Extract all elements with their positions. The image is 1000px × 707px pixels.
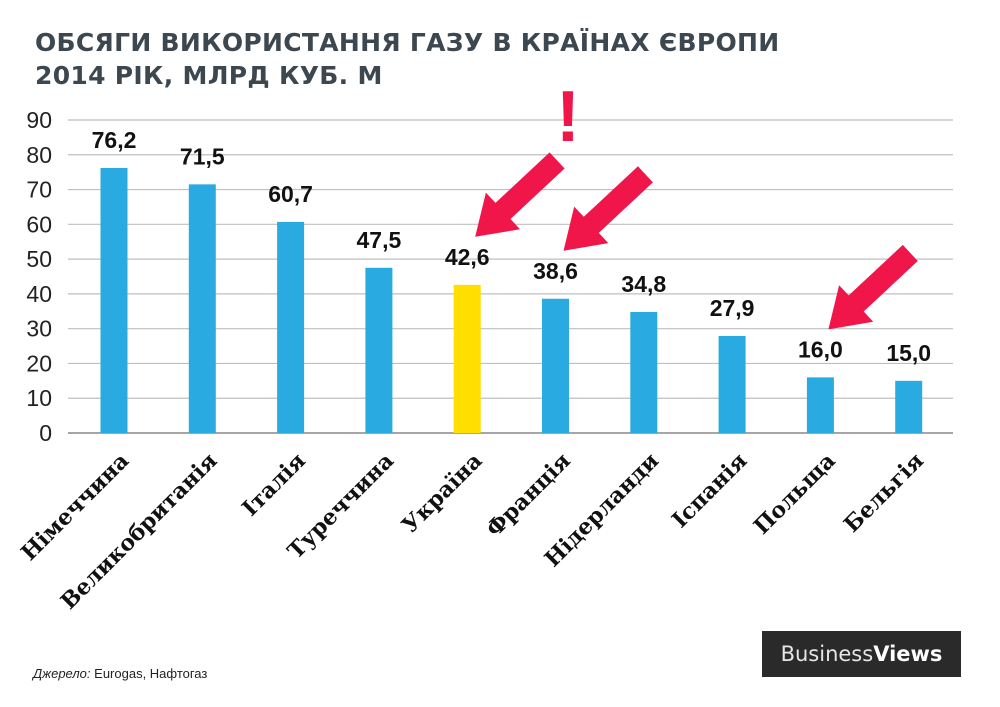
y-tick-label: 40 [26, 281, 52, 307]
value-labels: 76,2 71,5 60,7 47,5 42,6 38,6 34,8 27,9 16,0 15,0 [92, 127, 931, 366]
y-tick-label: 60 [26, 211, 52, 237]
logo-part-1: Business [780, 642, 874, 666]
bar [806, 377, 834, 433]
y-tick-label: 90 [26, 107, 52, 133]
category-label: Франція [481, 448, 575, 542]
category-label: Італія [237, 448, 311, 522]
bars [100, 167, 923, 433]
value-label: 34,8 [621, 271, 666, 297]
y-tick-label: 50 [26, 246, 52, 272]
bar [188, 184, 216, 433]
category-label: Великобританія [56, 448, 223, 615]
value-label: 16,0 [798, 336, 843, 362]
arrow-8 [828, 244, 918, 330]
y-axis-ticks: 0 10 20 30 40 50 60 70 80 90 [26, 107, 52, 446]
bar [542, 298, 569, 433]
logo-part-2: Views [873, 642, 943, 666]
arrows [475, 152, 918, 330]
value-label: 71,5 [180, 143, 225, 169]
category-label: Україна [397, 448, 488, 539]
arrow-5 [563, 166, 653, 251]
exclamation-mark: ! [556, 77, 580, 157]
arrow-4 [475, 152, 565, 237]
value-label: 76,2 [92, 127, 137, 153]
y-tick-label: 0 [39, 420, 52, 446]
value-label: 15,0 [886, 340, 931, 366]
title-line-2: 2014 РІК, МЛРД КУБ. М [35, 61, 383, 90]
title-line-1: ОБСЯГИ ВИКОРИСТАННЯ ГАЗУ В КРАЇНАХ ЄВРОП… [35, 28, 780, 57]
bar [100, 167, 128, 433]
bar [630, 311, 658, 433]
y-tick-label: 20 [26, 350, 52, 376]
y-tick-label: 70 [26, 177, 52, 203]
category-label: Бельгія [839, 448, 929, 538]
bar [718, 335, 746, 433]
bar [277, 221, 305, 433]
y-tick-label: 80 [26, 142, 52, 168]
business-views-logo: BusinessViews [762, 631, 961, 677]
category-label: Польща [749, 448, 841, 540]
bar [453, 284, 481, 433]
bar [365, 267, 393, 433]
source-label: Джерело: [33, 666, 91, 681]
category-label: Іспанія [667, 448, 752, 533]
y-tick-label: 30 [26, 316, 52, 342]
y-tick-label: 10 [26, 385, 52, 411]
value-label: 42,6 [445, 244, 490, 270]
value-label: 27,9 [710, 295, 755, 321]
source-note: Джерело: Eurogas, Нафтогаз [33, 666, 207, 681]
value-label: 60,7 [268, 181, 313, 207]
chart-title: ОБСЯГИ ВИКОРИСТАННЯ ГАЗУ В КРАЇНАХ ЄВРОП… [35, 26, 779, 92]
source-text: Eurogas, Нафтогаз [90, 666, 208, 681]
value-label: 47,5 [357, 227, 402, 253]
value-label: 38,6 [533, 258, 578, 284]
bar [895, 380, 923, 433]
